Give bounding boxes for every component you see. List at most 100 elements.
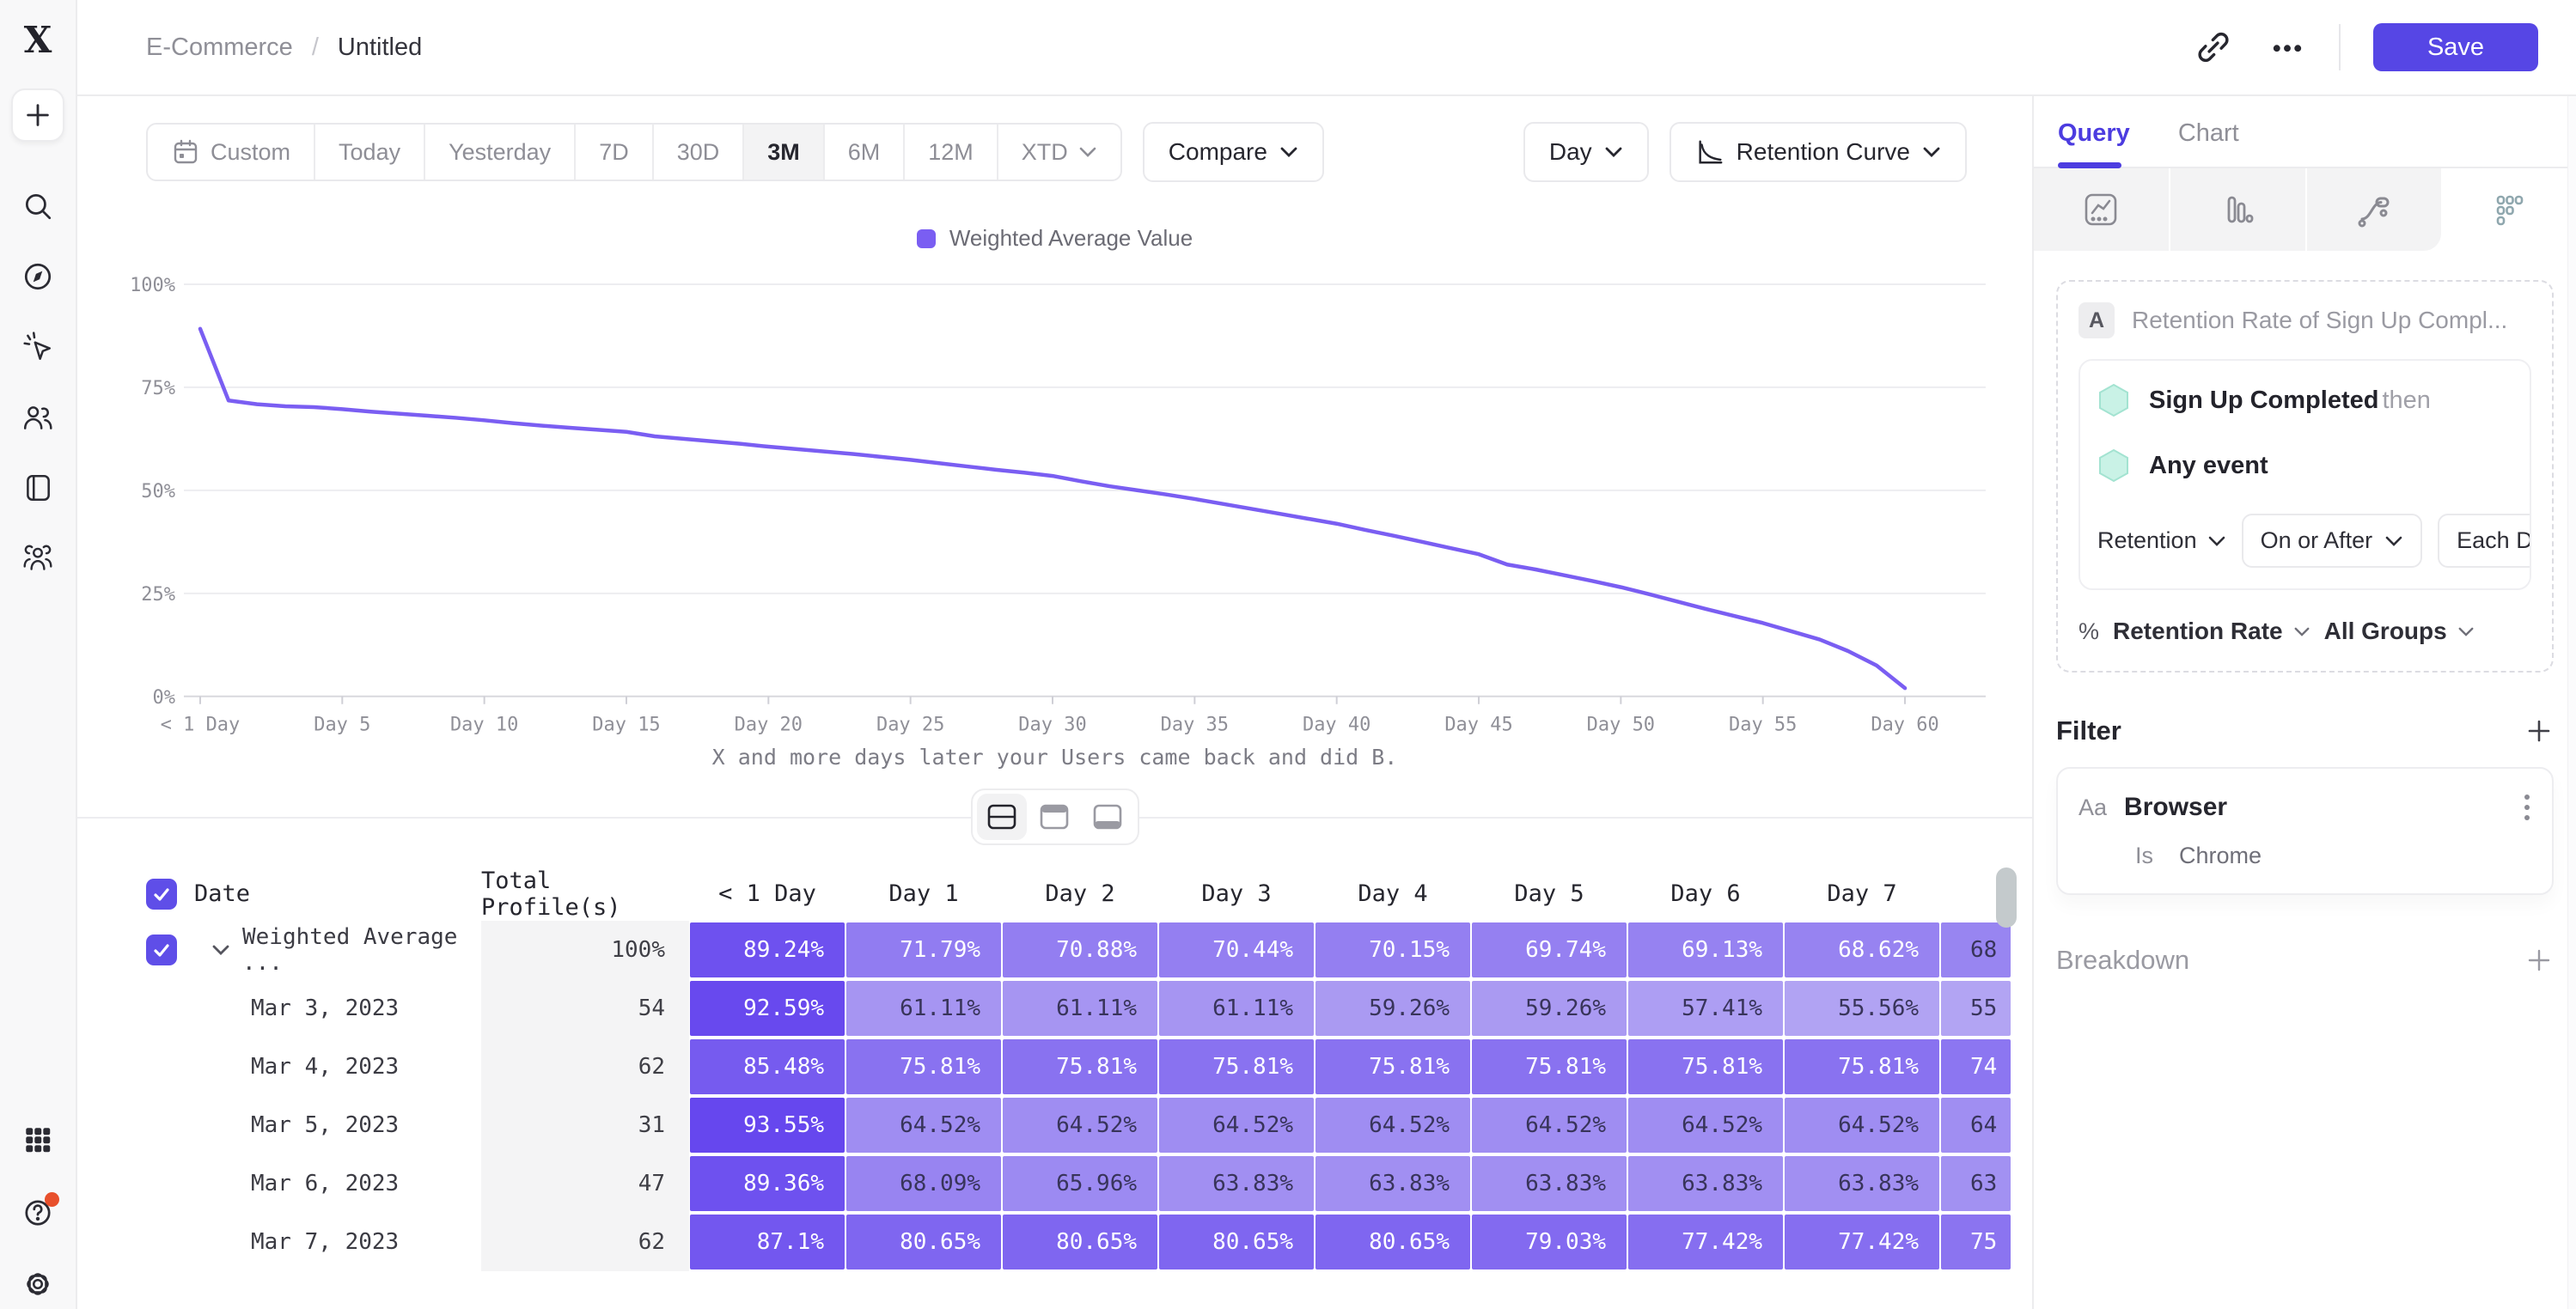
bottom-panel-view-toggle[interactable] bbox=[1083, 794, 1132, 840]
retention-tab[interactable] bbox=[2441, 168, 2576, 251]
svg-text:Day 50: Day 50 bbox=[1587, 715, 1655, 736]
range-today[interactable]: Today bbox=[314, 125, 424, 180]
retention-value-cell: 70.88% bbox=[1002, 921, 1158, 979]
groups-dropdown[interactable]: All Groups bbox=[2324, 618, 2475, 645]
filter-value[interactable]: Chrome bbox=[2179, 843, 2262, 868]
range-xtd[interactable]: XTD bbox=[996, 125, 1120, 180]
query-block-title[interactable]: Retention Rate of Sign Up Compl... bbox=[2132, 307, 2508, 333]
tab-query[interactable]: Query bbox=[2058, 119, 2130, 168]
table-scrollbar[interactable] bbox=[1996, 867, 2017, 928]
cursor-click-icon[interactable] bbox=[21, 331, 54, 363]
breadcrumb-report-title: Untitled bbox=[337, 33, 423, 61]
more-options-icon[interactable] bbox=[2268, 28, 2306, 66]
property-type-badge: Aa bbox=[2079, 794, 2108, 820]
insights-tab[interactable] bbox=[2034, 168, 2170, 251]
flows-tab[interactable] bbox=[2306, 168, 2442, 251]
retention-value-cell: 80.65% bbox=[1315, 1213, 1471, 1271]
granularity-dropdown[interactable]: Day bbox=[1523, 122, 1649, 182]
retention-value-cell: 64.52% bbox=[1784, 1096, 1940, 1154]
top-panel-view-toggle[interactable] bbox=[1029, 794, 1079, 840]
retention-curve-icon bbox=[1699, 140, 1723, 164]
retention-value-cell: 80.65% bbox=[845, 1213, 1002, 1271]
search-icon[interactable] bbox=[21, 190, 54, 222]
retention-value-cell: 75.81% bbox=[1315, 1038, 1471, 1096]
range-6m[interactable]: 6M bbox=[822, 125, 904, 180]
filter-kebab-menu-icon[interactable] bbox=[2523, 793, 2531, 822]
retention-value-cell: 75.81% bbox=[1158, 1038, 1315, 1096]
retention-mode-dropdown[interactable]: Retention bbox=[2097, 527, 2226, 554]
column-header-date: Date bbox=[194, 880, 251, 908]
svg-text:< 1 Day: < 1 Day bbox=[161, 715, 241, 736]
svg-text:0%: 0% bbox=[153, 687, 175, 709]
retention-value-cell: 93.55% bbox=[689, 1096, 845, 1154]
svg-text:100%: 100% bbox=[130, 275, 175, 296]
row-checkbox[interactable] bbox=[146, 934, 177, 965]
row-select-cell bbox=[146, 1038, 194, 1096]
retention-value-cell: 89.24% bbox=[689, 921, 845, 979]
expand-chevron-icon[interactable] bbox=[211, 944, 230, 956]
range-yesterday[interactable]: Yesterday bbox=[424, 125, 574, 180]
event-row-return[interactable]: Any event bbox=[2097, 448, 2512, 483]
row-select-cell bbox=[146, 1154, 194, 1213]
column-header-day: Day 7 bbox=[1827, 880, 1897, 908]
filter-property-name[interactable]: Browser bbox=[2124, 793, 2228, 821]
tab-chart[interactable]: Chart bbox=[2177, 119, 2239, 147]
new-report-button[interactable] bbox=[11, 88, 64, 142]
event-hexagon-icon bbox=[2099, 448, 2128, 483]
retention-value-cell: 69.74% bbox=[1471, 921, 1627, 979]
audience-icon[interactable] bbox=[21, 542, 54, 575]
range-custom[interactable]: Custom bbox=[148, 125, 314, 180]
event-row-first[interactable]: Sign Up Completed then bbox=[2097, 383, 2512, 417]
row-label: Mar 5, 2023 bbox=[251, 1111, 400, 1138]
compare-button[interactable]: Compare bbox=[1142, 122, 1324, 182]
column-header-day: Day 3 bbox=[1201, 880, 1272, 908]
row-label: Mar 6, 2023 bbox=[251, 1170, 400, 1196]
retention-chart[interactable]: 100% 75% 50% 25% 0% < 1 Day Day 5 Day 10 Day 15 D… bbox=[119, 260, 1991, 743]
apps-grid-icon[interactable] bbox=[21, 1123, 54, 1156]
save-button[interactable]: Save bbox=[2373, 23, 2538, 71]
main-content: Custom Today Yesterday 7D 30D 3M 6M 12M XTD Comp… bbox=[77, 96, 2032, 1309]
retention-value-cell: 64.52% bbox=[1627, 1096, 1784, 1154]
legend-swatch bbox=[916, 228, 936, 248]
add-breakdown-button[interactable] bbox=[2524, 946, 2554, 975]
query-block-badge: A bbox=[2079, 302, 2115, 338]
range-12m[interactable]: 12M bbox=[903, 125, 997, 180]
on-or-after-dropdown[interactable]: On or After bbox=[2241, 514, 2423, 568]
event-sequence-card: Sign Up Completed then Any event Retentio… bbox=[2079, 359, 2531, 590]
funnel-tab[interactable] bbox=[2170, 168, 2307, 251]
users-icon[interactable] bbox=[21, 401, 54, 434]
compass-icon[interactable] bbox=[21, 260, 54, 293]
filter-section-title: Filter bbox=[2056, 715, 2121, 746]
row-checkbox[interactable] bbox=[146, 878, 177, 910]
panel-scrollbar-track[interactable] bbox=[2567, 96, 2576, 1309]
share-link-icon[interactable] bbox=[2194, 28, 2232, 66]
retention-value-cell: 57.41% bbox=[1627, 979, 1784, 1038]
library-icon[interactable] bbox=[21, 472, 54, 504]
range-30d[interactable]: 30D bbox=[651, 125, 743, 180]
settings-gear-icon[interactable] bbox=[21, 1268, 54, 1300]
funnel-bars-icon bbox=[2227, 196, 2254, 223]
range-7d[interactable]: 7D bbox=[574, 125, 652, 180]
retention-value-cell: 63.83% bbox=[1627, 1154, 1784, 1213]
chart-type-dropdown[interactable]: Retention Curve bbox=[1669, 122, 1967, 182]
analysis-type-tabs bbox=[2034, 168, 2576, 251]
each-day-dropdown[interactable]: Each Day bbox=[2438, 514, 2530, 568]
retention-value-cell: 80.65% bbox=[1158, 1213, 1315, 1271]
help-icon[interactable] bbox=[21, 1192, 59, 1228]
row-label: Weighted Average ... bbox=[194, 921, 481, 979]
retention-value-cell: 64.52% bbox=[1471, 1096, 1627, 1154]
range-3m[interactable]: 3M bbox=[742, 125, 823, 180]
split-view-toggle[interactable] bbox=[977, 793, 1028, 840]
date-range-segmented-control: Custom Today Yesterday 7D 30D 3M 6M 12M XTD bbox=[146, 123, 1122, 181]
retention-value-cell: 71.79% bbox=[845, 921, 1002, 979]
retention-value-cell: 61.11% bbox=[1002, 979, 1158, 1038]
svg-text:25%: 25% bbox=[141, 584, 175, 606]
svg-text:Day 20: Day 20 bbox=[735, 715, 803, 736]
svg-text:Day 30: Day 30 bbox=[1018, 715, 1086, 736]
row-select-cell bbox=[146, 1213, 194, 1271]
metric-dropdown[interactable]: Retention Rate bbox=[2113, 618, 2310, 645]
add-filter-button[interactable] bbox=[2524, 716, 2554, 746]
breadcrumb-workspace[interactable]: E-Commerce bbox=[146, 33, 293, 61]
filter-operator[interactable]: Is bbox=[2135, 843, 2154, 868]
select-all-checkbox-cell bbox=[146, 868, 194, 921]
